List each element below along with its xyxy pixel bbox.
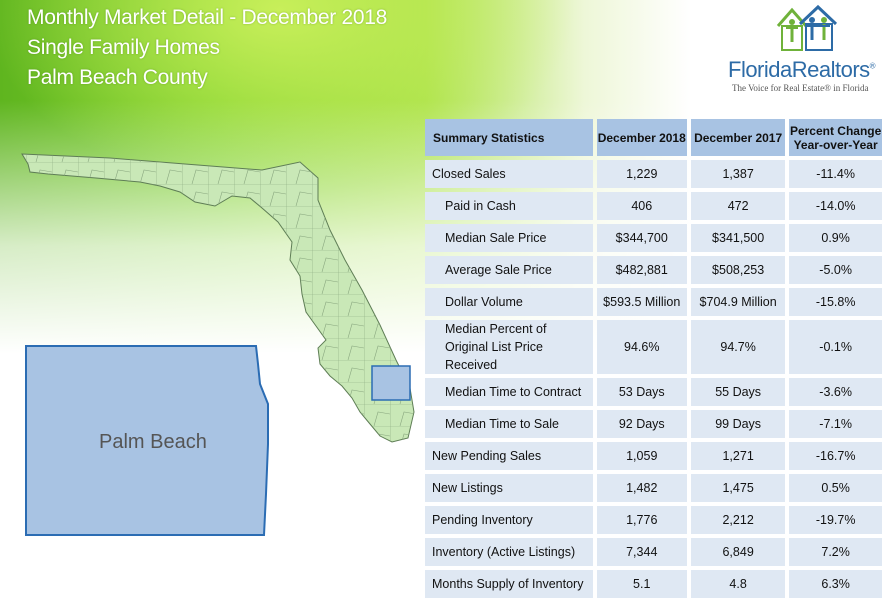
row-label: New Pending Sales [425,442,593,470]
value-percent-change: -11.4% [789,160,882,188]
row-label: Median Time to Contract [425,378,593,406]
palm-beach-county-highlight [371,365,411,401]
value-dec-2017: $704.9 Million [690,288,786,316]
value-percent-change: -3.6% [789,378,882,406]
page-subtitle-county: Palm Beach County [27,66,208,89]
value-percent-change: -15.8% [789,288,882,316]
header-december-2017: December 2017 [690,119,786,156]
table-row: Months Supply of Inventory 5.1 4.8 6.3% [425,570,882,598]
table-row: Median Percent of Original List Price Re… [425,320,882,374]
table-row: Average Sale Price $482,881 $508,253 -5.… [425,256,882,284]
row-label: Median Sale Price [425,224,593,252]
value-dec-2017: 4.8 [690,570,786,598]
value-dec-2018: 1,059 [596,442,687,470]
table-row: New Pending Sales 1,059 1,271 -16.7% [425,442,882,470]
value-dec-2017: 55 Days [690,378,786,406]
row-label: Dollar Volume [425,288,593,316]
page-title: Monthly Market Detail - December 2018 [27,6,388,29]
table-row: Closed Sales 1,229 1,387 -11.4% [425,160,882,188]
row-label: Median Time to Sale [425,410,593,438]
value-percent-change: -19.7% [789,506,882,534]
florida-realtors-logo: FloridaRealtors® The Voice for Real Esta… [728,4,884,96]
logo-tagline: The Voice for Real Estate® in Florida [732,83,869,93]
value-dec-2017: 1,475 [690,474,786,502]
value-dec-2018: 94.6% [596,320,687,374]
houses-people-icon [776,4,838,51]
row-label: Months Supply of Inventory [425,570,593,598]
row-label: Median Percent of Original List Price Re… [425,320,593,374]
table-row: Median Time to Contract 53 Days 55 Days … [425,378,882,406]
value-dec-2018: 5.1 [596,570,687,598]
value-dec-2018: 1,776 [596,506,687,534]
value-percent-change: -7.1% [789,410,882,438]
value-percent-change: -5.0% [789,256,882,284]
table-row: Median Sale Price $344,700 $341,500 0.9% [425,224,882,252]
table-row: New Listings 1,482 1,475 0.5% [425,474,882,502]
header-percent-change: Percent Change Year-over-Year [789,119,882,156]
value-percent-change: -0.1% [789,320,882,374]
value-dec-2018: 53 Days [596,378,687,406]
value-dec-2017: 99 Days [690,410,786,438]
florida-map [21,153,415,443]
row-label: Average Sale Price [425,256,593,284]
value-percent-change: 6.3% [789,570,882,598]
value-dec-2018: 406 [596,192,687,220]
palm-beach-county-inset [25,345,269,536]
table-row: Pending Inventory 1,776 2,212 -19.7% [425,506,882,534]
value-dec-2017: 1,387 [690,160,786,188]
row-label: Paid in Cash [425,192,593,220]
table-row: Dollar Volume $593.5 Million $704.9 Mill… [425,288,882,316]
value-percent-change: -14.0% [789,192,882,220]
header-december-2018: December 2018 [596,119,687,156]
value-dec-2018: $344,700 [596,224,687,252]
page-subtitle-property-type: Single Family Homes [27,36,220,59]
table-header-row: Summary Statistics December 2018 Decembe… [425,119,882,156]
value-dec-2017: 2,212 [690,506,786,534]
county-label: Palm Beach [99,431,207,453]
summary-statistics-table: Summary Statistics December 2018 Decembe… [421,115,886,602]
value-percent-change: 0.5% [789,474,882,502]
value-percent-change: -16.7% [789,442,882,470]
value-dec-2018: $482,881 [596,256,687,284]
value-dec-2018: 1,482 [596,474,687,502]
value-dec-2017: 6,849 [690,538,786,566]
value-dec-2018: 92 Days [596,410,687,438]
value-dec-2017: 472 [690,192,786,220]
row-label: Closed Sales [425,160,593,188]
value-percent-change: 0.9% [789,224,882,252]
value-dec-2017: $341,500 [690,224,786,252]
value-dec-2017: 1,271 [690,442,786,470]
value-dec-2018: 1,229 [596,160,687,188]
value-dec-2018: $593.5 Million [596,288,687,316]
value-dec-2018: 7,344 [596,538,687,566]
row-label: Inventory (Active Listings) [425,538,593,566]
table-row: Inventory (Active Listings) 7,344 6,849 … [425,538,882,566]
header-summary-statistics: Summary Statistics [425,119,593,156]
logo-wordmark: FloridaRealtors® [728,57,876,82]
table-row: Median Time to Sale 92 Days 99 Days -7.1… [425,410,882,438]
value-percent-change: 7.2% [789,538,882,566]
row-label: New Listings [425,474,593,502]
value-dec-2017: 94.7% [690,320,786,374]
value-dec-2017: $508,253 [690,256,786,284]
row-label: Pending Inventory [425,506,593,534]
table-row: Paid in Cash 406 472 -14.0% [425,192,882,220]
